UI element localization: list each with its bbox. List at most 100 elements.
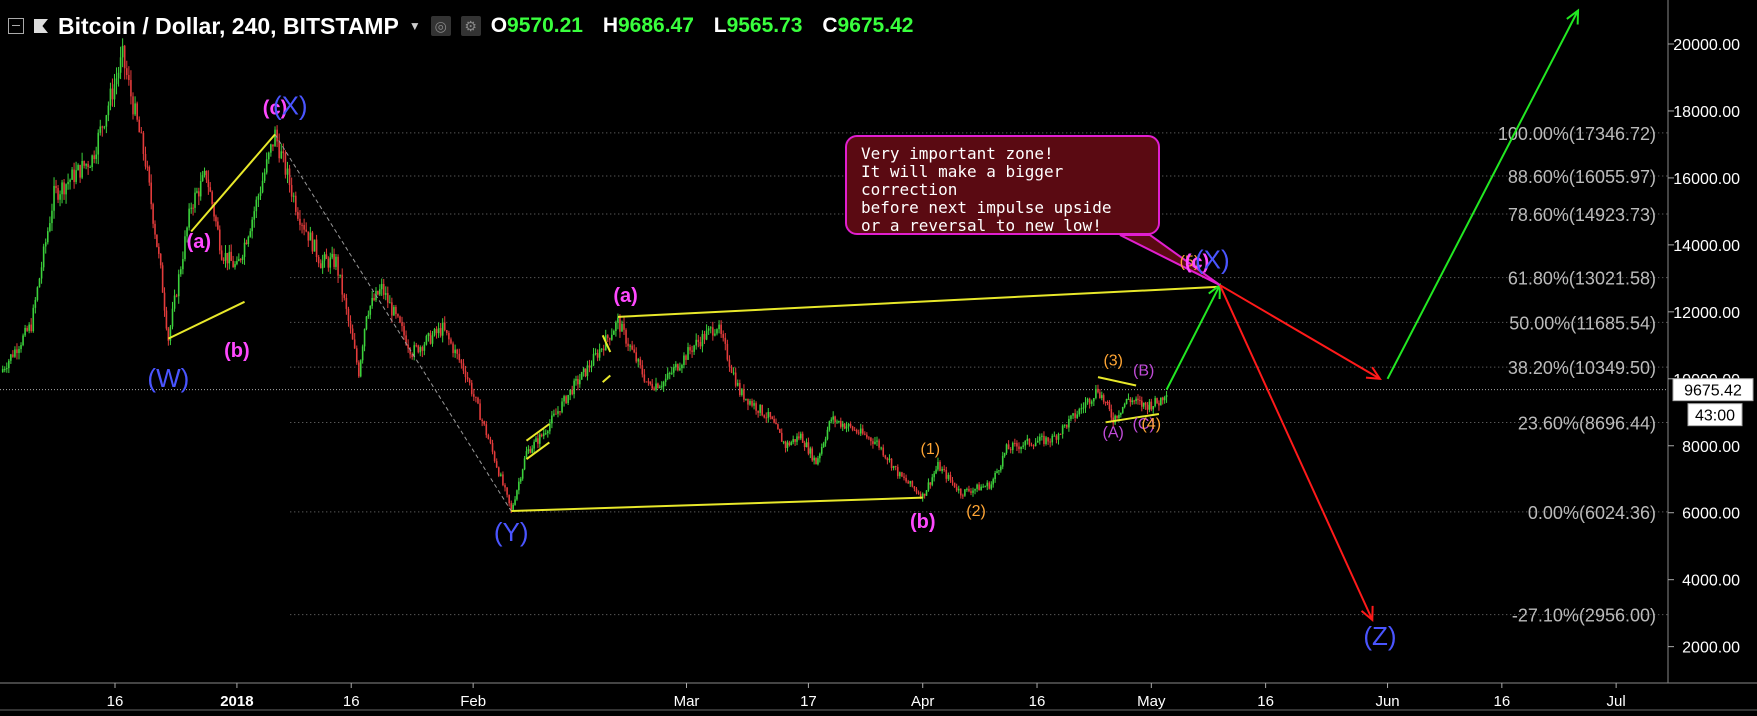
x-tick-label: Mar [674,693,700,710]
candle-body [943,468,945,470]
candle-body [779,428,781,433]
y-tick-label: 6000.00 [1682,506,1740,523]
candle-body [81,161,83,178]
candle-body [1125,399,1128,404]
candle-body [836,421,838,423]
candle-body [1110,409,1113,418]
candle-body [1165,395,1168,398]
high-label: H [602,14,618,37]
candle-body [481,419,483,422]
candle-body [395,306,397,315]
candle-body [1156,398,1158,404]
candle-body [290,185,293,197]
wave-label: (Y) [494,517,529,547]
candle-body [146,166,149,168]
candle-body [319,263,322,269]
candle-body [1057,433,1060,440]
wave-label: (X) [273,90,308,120]
fib-level-label: 38.20%(10349.50) [1508,358,1656,378]
wave-label: (X) [1195,244,1230,274]
fib-level-label: 100.00%(17346.72) [1498,124,1656,144]
candle-body [382,283,385,295]
gear-icon[interactable]: ⚙ [460,16,481,36]
candle-body [117,72,120,79]
fib-level-label: 78.60%(14923.73) [1508,205,1656,225]
candle-body [555,413,557,415]
candle-body [970,491,972,493]
candle-body [955,487,958,491]
eye-icon[interactable]: ◎ [430,16,451,36]
candle-body [747,398,749,405]
candle-body [419,347,422,353]
candle-body [790,442,793,446]
chevron-down-icon[interactable]: ▼ [408,19,421,33]
candle-body [625,329,627,344]
candle-body [224,252,227,261]
candle-body [890,458,893,468]
collapse-icon[interactable] [8,18,24,34]
candle-body [349,321,352,329]
candle-body [282,151,285,154]
candle-body [456,349,459,354]
fib-level-label: 88.60%(16055.97) [1508,167,1656,187]
candle-body [911,480,914,487]
candle-body [32,307,35,332]
candle-body [947,474,950,479]
wave-label: (2) [966,503,986,520]
candle-body [1152,406,1155,410]
x-tick-label: 16 [1493,693,1510,710]
candle-body [489,439,492,444]
candle-body [716,329,718,334]
candle-body [551,415,553,424]
candle-body [495,461,498,468]
candle-body [1139,400,1141,402]
candle-body [367,314,370,317]
symbol-title[interactable]: Bitcoin / Dollar, 240, BITSTAMP [58,12,399,39]
fib-level-label: 61.80%(13021.58) [1508,269,1656,289]
candle-body [641,365,644,375]
candle-body [753,403,755,406]
candle-body [397,314,399,317]
candle-body [1144,402,1147,405]
candle-body [89,167,91,169]
candle-body [373,298,375,301]
candle-body [150,182,152,205]
candle-body [767,411,770,418]
flag-icon[interactable] [34,19,48,33]
arrow-down-correction-head [1365,366,1382,380]
candle-body [1045,437,1047,444]
candle-body [957,488,960,491]
candle-body [962,495,964,497]
candle-body [128,75,130,81]
fib-level-label: 23.60%(8696.44) [1518,413,1656,433]
candle-body [14,349,16,357]
candle-body [886,457,889,461]
wave-label: (Z) [1363,621,1396,651]
candle-body [549,423,551,432]
candle-body [590,365,593,368]
candle-body [1030,444,1033,446]
candle-body [980,486,982,491]
candle-body [232,260,234,268]
candle-body [514,499,516,505]
arrow-down-correction [1219,284,1381,380]
candle-body [805,442,808,448]
candle-body [535,438,537,442]
candle-body [1005,444,1008,453]
candle-body [280,151,283,159]
candle-body [105,115,108,127]
candle-body [1049,441,1051,443]
candle-body [500,474,502,476]
candle-body [817,458,819,465]
candle-body [479,403,481,420]
candle-body [736,382,739,386]
callout-line: It will make a bigger correction [861,162,1064,199]
candle-body [655,383,657,390]
candle-body [577,378,579,385]
candle-body [629,345,631,347]
candle-body [660,386,663,388]
candle-body [968,488,970,492]
candle-body [815,457,817,465]
triangle-leg [602,374,611,383]
